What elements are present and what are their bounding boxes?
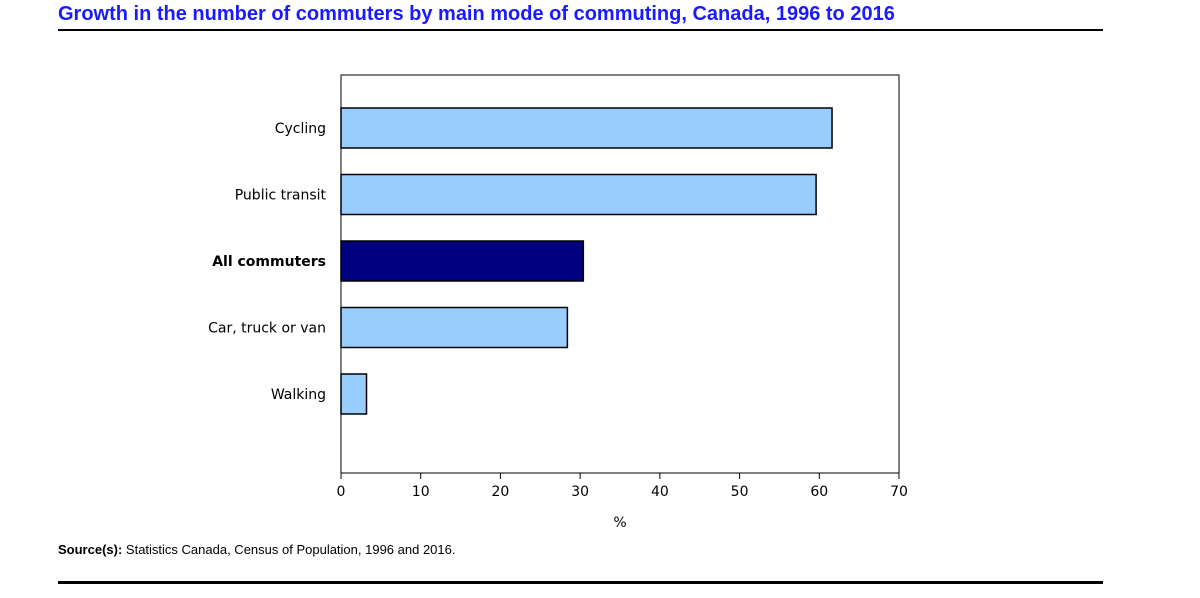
x-tick-label: 40 (651, 484, 669, 500)
x-tick-label: 30 (571, 484, 589, 500)
x-axis-ticks: 0 10 20 30 40 50 60 70 (337, 473, 908, 500)
bar-car-truck-or-van (340, 306, 569, 349)
bar-public-transit (340, 173, 817, 216)
category-label: Car, truck or van (208, 321, 326, 337)
category-labels: Cycling Public transit All commuters Car, t… (208, 121, 326, 403)
category-label: Walking (271, 387, 326, 403)
bar-walking (340, 373, 368, 415)
source-text: Statistics Canada, Census of Population,… (125, 542, 456, 557)
x-axis-label: % (613, 515, 626, 531)
category-label: Cycling (275, 121, 326, 137)
bar-cycling (340, 107, 833, 149)
x-tick-label: 70 (890, 484, 908, 500)
x-tick-label: 20 (492, 484, 510, 500)
x-tick-label: 60 (810, 484, 828, 500)
source-label: Source(s): (58, 542, 123, 557)
top-divider (58, 29, 1103, 31)
x-tick-label: 10 (412, 484, 430, 500)
bar-all-commuters (340, 240, 585, 282)
category-label: Public transit (235, 188, 327, 204)
source-note: Source(s): Statistics Canada, Census of … (58, 542, 455, 557)
x-tick-label: 50 (731, 484, 749, 500)
x-tick-label: 0 (337, 484, 346, 500)
bottom-divider (58, 581, 1103, 584)
bars-group (340, 107, 833, 415)
category-label: All commuters (212, 254, 326, 270)
chart-title: Growth in the number of commuters by mai… (58, 3, 895, 25)
